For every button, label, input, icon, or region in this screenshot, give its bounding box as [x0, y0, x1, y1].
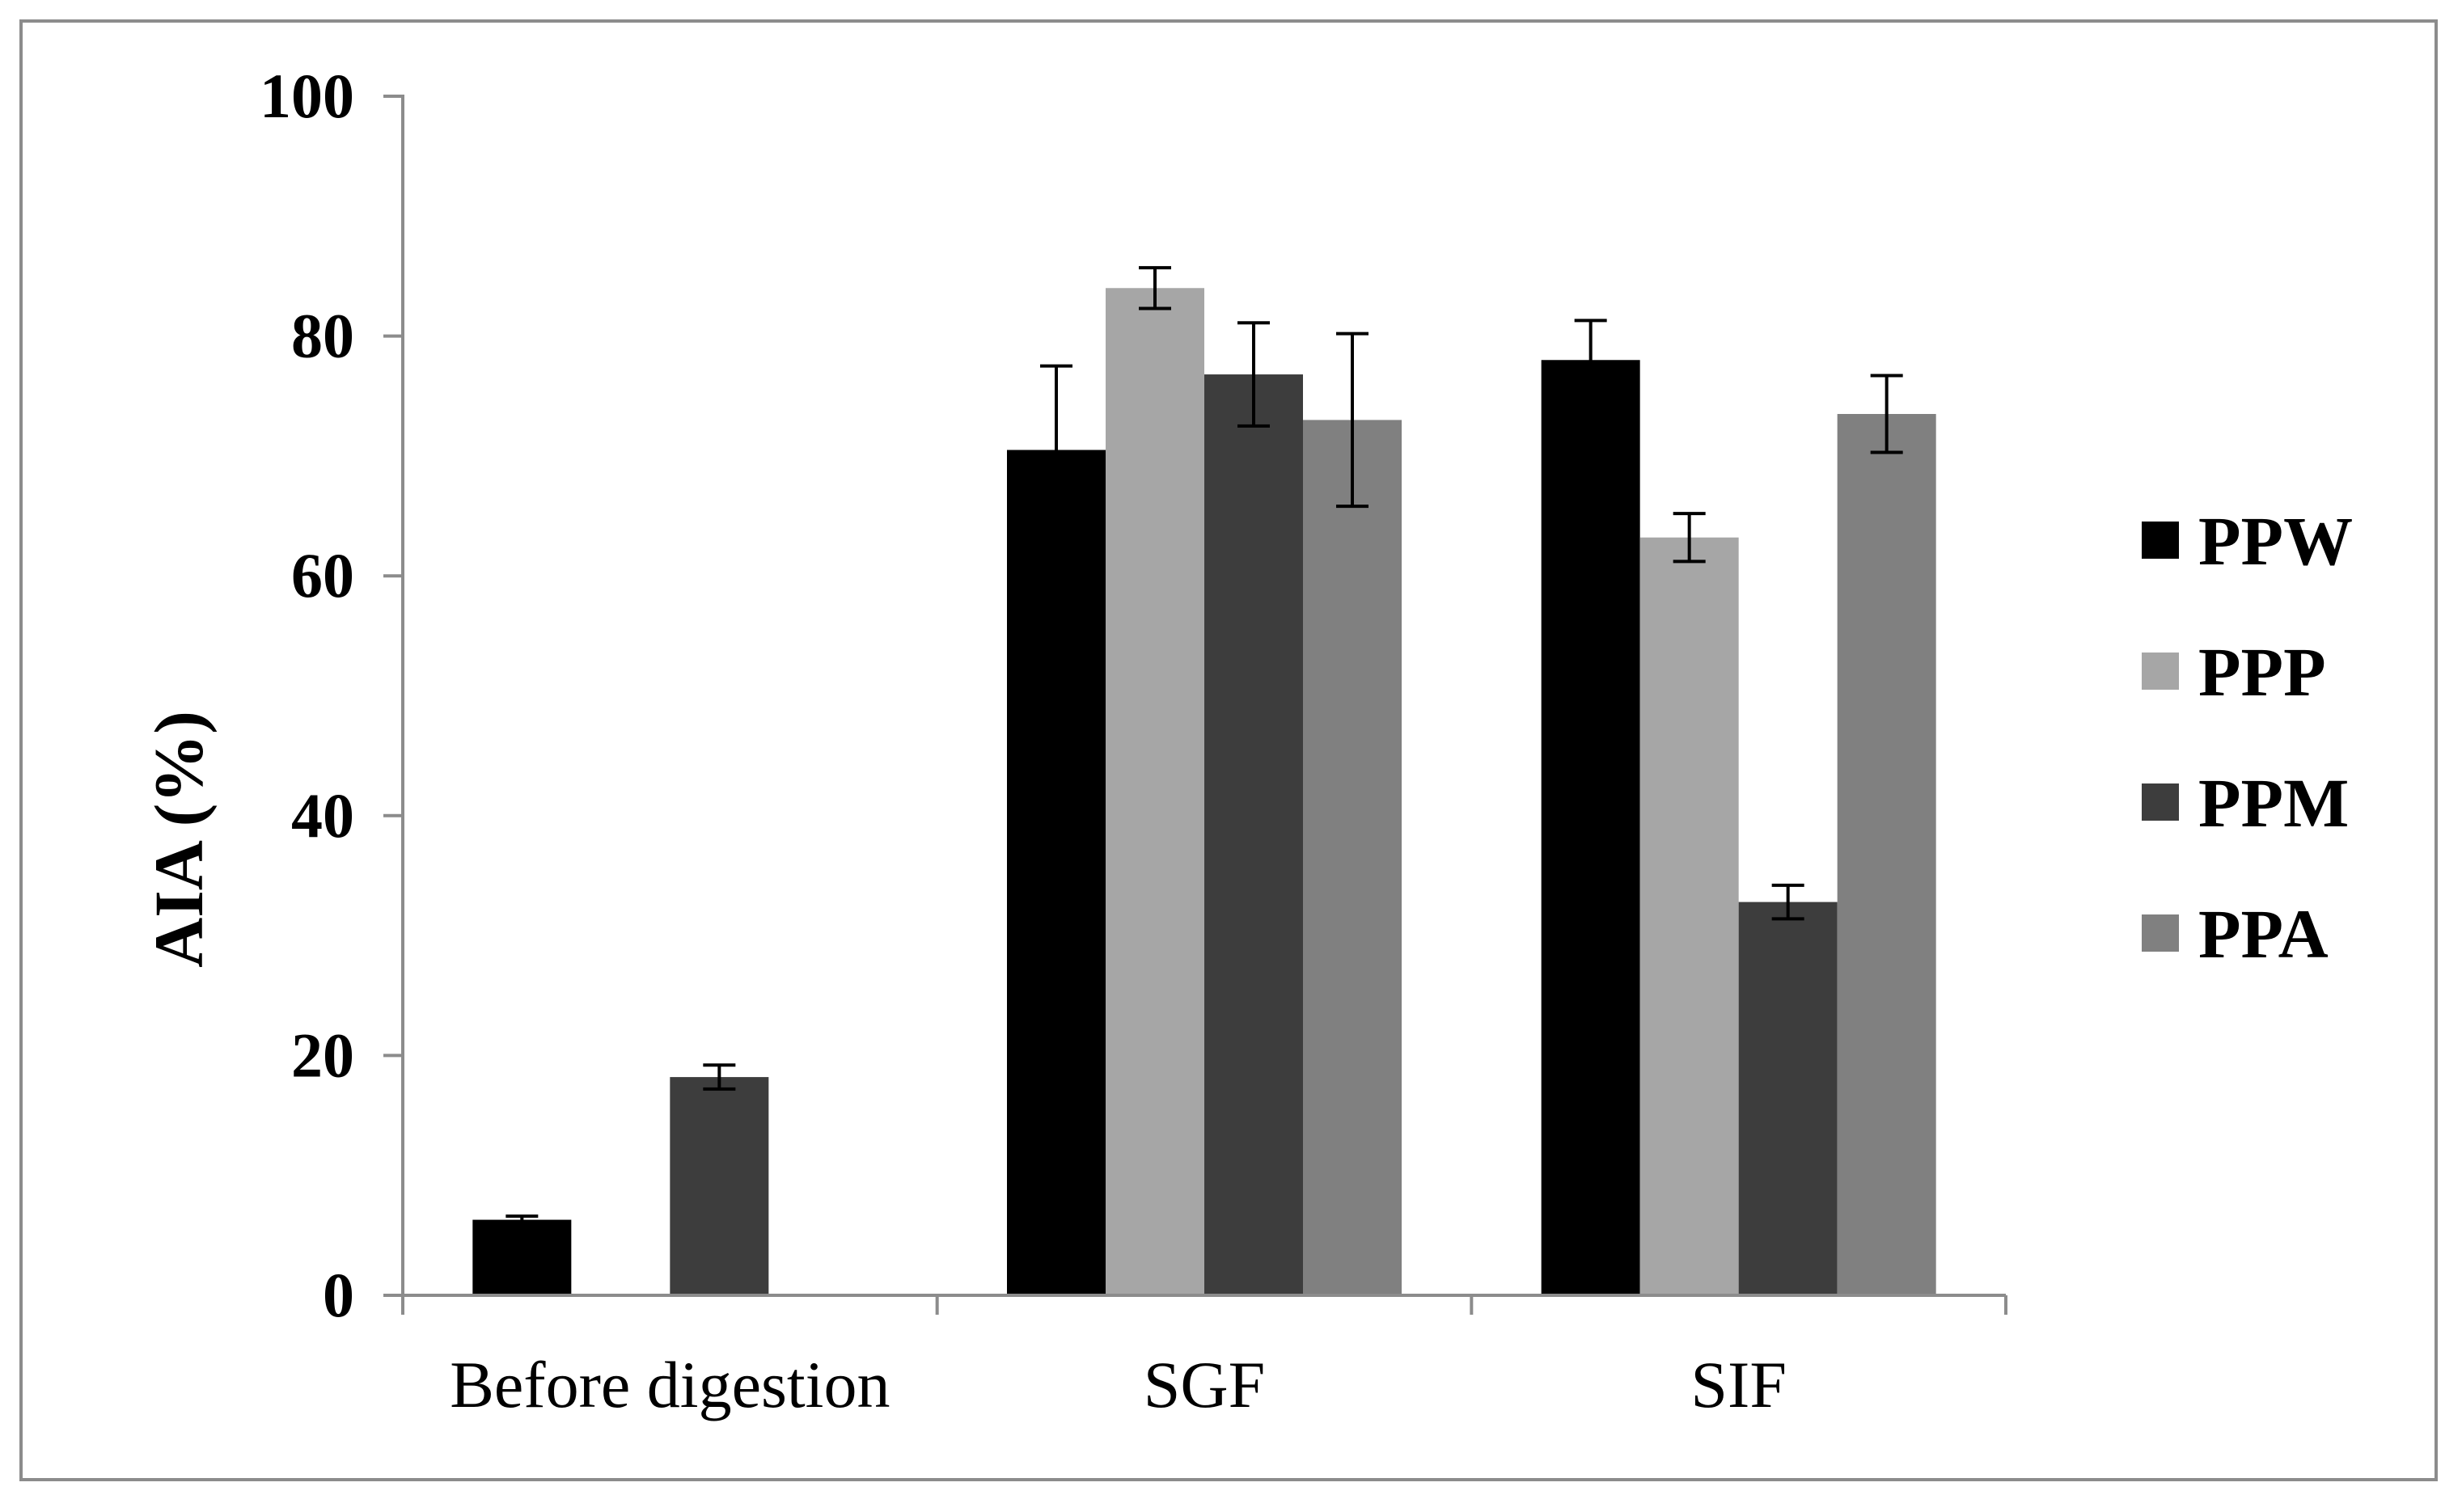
y-tick-label-80: 80 [291, 301, 354, 371]
legend-label-ppa: PPA [2198, 895, 2329, 973]
y-tick-label-60: 60 [291, 540, 354, 610]
legend-swatch-ppp [2142, 653, 2179, 690]
bar-ppw-2 [1541, 360, 1640, 1295]
legend-swatch-ppm [2142, 783, 2179, 821]
legend-swatch-ppa [2142, 914, 2179, 952]
y-axis-label: AIA (%) [140, 711, 218, 968]
bar-ppp-2 [1639, 537, 1739, 1295]
bar-ppa-1 [1303, 420, 1402, 1295]
x-category-label-0: Before digestion [450, 1348, 890, 1421]
legend-swatch-ppw [2142, 522, 2179, 559]
bar-ppw-1 [1007, 450, 1106, 1295]
legend-label-ppp: PPP [2198, 633, 2326, 711]
bar-ppa-2 [1837, 413, 1936, 1295]
x-category-label-2: SIF [1690, 1348, 1787, 1421]
y-tick-label-0: 0 [323, 1260, 354, 1330]
y-tick-label-40: 40 [291, 780, 354, 851]
y-tick-label-20: 20 [291, 1020, 354, 1090]
y-tick-label-100: 100 [260, 61, 354, 131]
bar-ppm-0 [670, 1077, 769, 1295]
bar-ppw-0 [472, 1219, 572, 1295]
legend-label-ppm: PPM [2198, 764, 2349, 842]
bar-ppm-2 [1738, 902, 1838, 1295]
x-category-label-1: SGF [1144, 1348, 1265, 1421]
bar-ppp-1 [1106, 288, 1204, 1295]
legend-label-ppw: PPW [2198, 502, 2353, 580]
bar-chart: 0 20 40 60 80 100 Before digestion SGF SIF AIA (%… [140, 61, 2353, 1421]
bar-ppm-1 [1204, 374, 1303, 1295]
chart-frame: 0 20 40 60 80 100 Before digestion SGF SIF AIA (%… [19, 19, 2438, 1481]
